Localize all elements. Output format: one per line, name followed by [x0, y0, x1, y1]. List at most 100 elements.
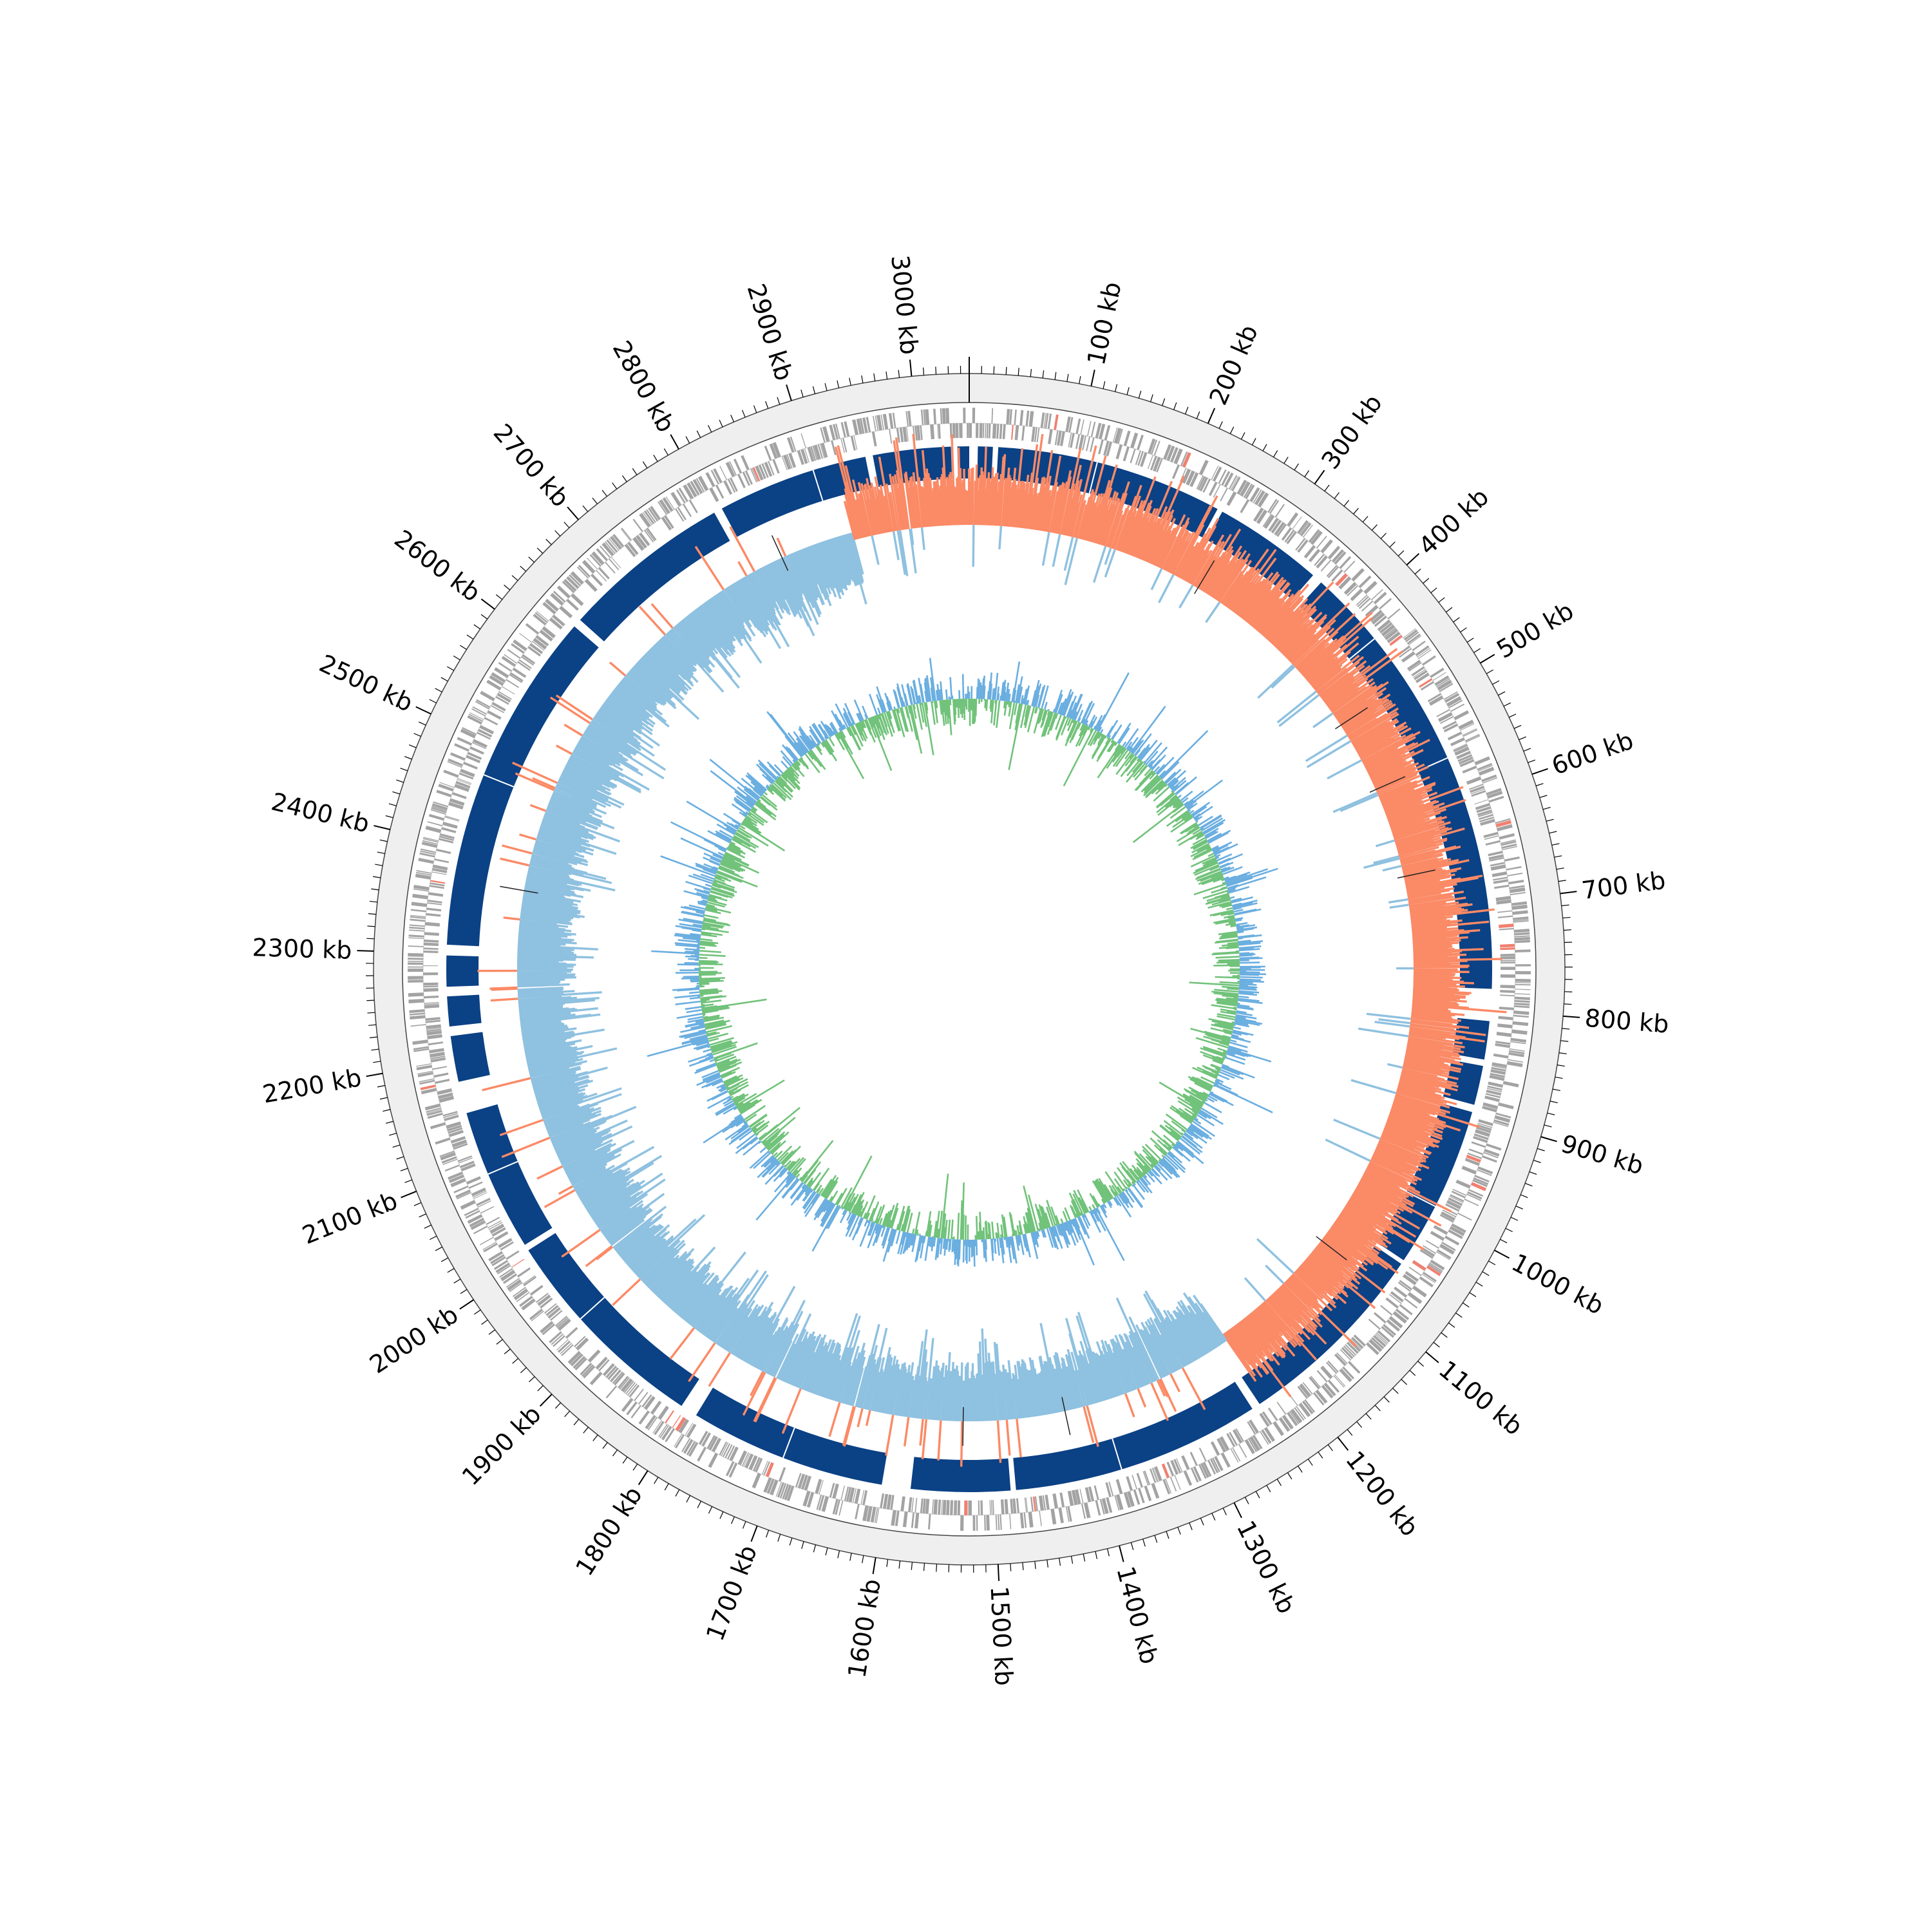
- gc-content-bar: [1026, 1212, 1033, 1233]
- gene-feature: [959, 423, 963, 439]
- gc-content-bar: [1238, 987, 1257, 991]
- gene-feature: [545, 598, 559, 612]
- gene-feature: [692, 478, 703, 494]
- gene-feature: [1508, 879, 1524, 885]
- gc-skew-bar: [1367, 754, 1401, 773]
- gene-feature: [1211, 466, 1219, 480]
- gc-skew-bar: [1403, 867, 1439, 877]
- gc-skew-bar: [1300, 635, 1345, 675]
- gene-feature: [521, 656, 535, 666]
- gc-content-bar: [1230, 924, 1236, 928]
- gene-feature: [518, 659, 532, 669]
- gene-feature: [1297, 1386, 1309, 1399]
- gc-skew-bar: [1296, 1269, 1323, 1294]
- gc-skew-bar: [1118, 512, 1134, 551]
- gene-feature: [902, 1511, 908, 1528]
- gc-skew-bar: [1267, 1296, 1303, 1335]
- gene-track: [408, 408, 1531, 1531]
- gc-skew-bar: [1325, 1138, 1371, 1162]
- gc-skew-bar: [1046, 482, 1058, 533]
- gene-feature: [522, 654, 536, 665]
- gene-feature: [1030, 1497, 1034, 1512]
- gc-content-bar: [1221, 1065, 1244, 1075]
- gene-feature: [1104, 425, 1111, 441]
- gc-skew-bar: [1345, 1204, 1377, 1226]
- gene-feature: [1140, 451, 1148, 468]
- gc-skew-bar: [1410, 1019, 1470, 1029]
- gene-feature: [1433, 1225, 1448, 1235]
- gene-feature: [511, 643, 525, 654]
- gc-skew-bar: [878, 457, 894, 532]
- gc-content-bar: [1001, 1214, 1007, 1238]
- gc-skew-bar: [1148, 509, 1175, 564]
- gc-skew-bar: [518, 996, 562, 1001]
- gc-skew-bar: [1283, 1282, 1320, 1318]
- block-separator: [782, 1427, 795, 1459]
- gc-skew-bar: [1260, 1303, 1298, 1347]
- gene-feature: [1114, 1495, 1120, 1511]
- gc-skew-bar: [1128, 502, 1151, 555]
- gene-feature: [1193, 1466, 1202, 1482]
- gene-feature: [1050, 1508, 1057, 1525]
- gc-skew-bar: [1260, 589, 1301, 636]
- gc-skew-bar: [519, 919, 557, 926]
- gene-feature: [533, 613, 547, 626]
- gene-feature: [1358, 575, 1372, 589]
- gene-feature: [408, 976, 424, 980]
- gene-feature: [1449, 1196, 1463, 1203]
- gc-content-bar: [1086, 724, 1089, 726]
- gene-feature: [782, 1484, 789, 1500]
- gc-skew-bar: [855, 1366, 867, 1408]
- gc-skew-bar: [1293, 627, 1335, 667]
- gc-skew-bar: [1383, 1130, 1426, 1148]
- gc-skew-bar: [1412, 1004, 1449, 1010]
- gene-feature: [536, 611, 549, 621]
- gene-feature: [1403, 628, 1416, 639]
- gene-feature: [589, 554, 601, 567]
- gene-feature: [1371, 612, 1385, 625]
- gc-skew-bar: [998, 456, 1005, 526]
- gene-feature: [1235, 1428, 1244, 1442]
- gc-skew-bar: [1133, 521, 1150, 558]
- gene-feature: [937, 424, 939, 439]
- gc-skew-bar: [1385, 799, 1421, 815]
- gene-feature: [1510, 1037, 1527, 1043]
- gc-skew-bar: [1040, 475, 1052, 531]
- gc-skew-bar: [913, 486, 920, 528]
- gene-feature: [1426, 1265, 1441, 1276]
- gc-skew-bar: [1294, 639, 1326, 668]
- gc-content-bar: [929, 1224, 933, 1237]
- gc-skew-bar: [1383, 793, 1422, 811]
- gc-content-bar: [1198, 874, 1224, 886]
- gene-feature: [758, 464, 766, 479]
- gene-feature: [612, 1371, 623, 1384]
- gc-skew-bar: [1142, 506, 1168, 562]
- gene-feature: [425, 1017, 440, 1021]
- gc-content-bar: [1184, 1108, 1197, 1117]
- gene-feature: [1478, 765, 1493, 772]
- gene-feature: [1024, 1497, 1027, 1513]
- gc-skew-bar: [1256, 1307, 1280, 1335]
- gc-content-bar: [1067, 719, 1074, 732]
- gc-content-bar: [1219, 981, 1240, 984]
- gc-skew-bar: [1370, 1159, 1416, 1182]
- gc-content-bar: [1193, 848, 1212, 858]
- gene-feature: [665, 1410, 674, 1424]
- gc-skew-bar: [1335, 1218, 1382, 1252]
- gc-skew-bar: [1412, 1000, 1459, 1006]
- gene-feature: [1390, 1291, 1404, 1303]
- gene-feature: [1483, 831, 1499, 838]
- gene-feature: [1475, 1126, 1492, 1133]
- gc-content-bar: [1139, 746, 1150, 760]
- gc-content-bar: [1088, 1206, 1092, 1211]
- gc-skew-bar: [1331, 681, 1376, 714]
- gc-skew-bar: [1271, 1294, 1296, 1321]
- gc-content-bar: [1120, 1193, 1129, 1204]
- gene-feature: [576, 566, 589, 579]
- gc-skew-bar: [1331, 1224, 1393, 1269]
- gene-feature: [408, 960, 424, 962]
- gene-feature: [1411, 666, 1425, 677]
- gc-skew-bar: [1359, 737, 1395, 759]
- gene-feature: [820, 427, 826, 443]
- gene-feature: [955, 423, 959, 439]
